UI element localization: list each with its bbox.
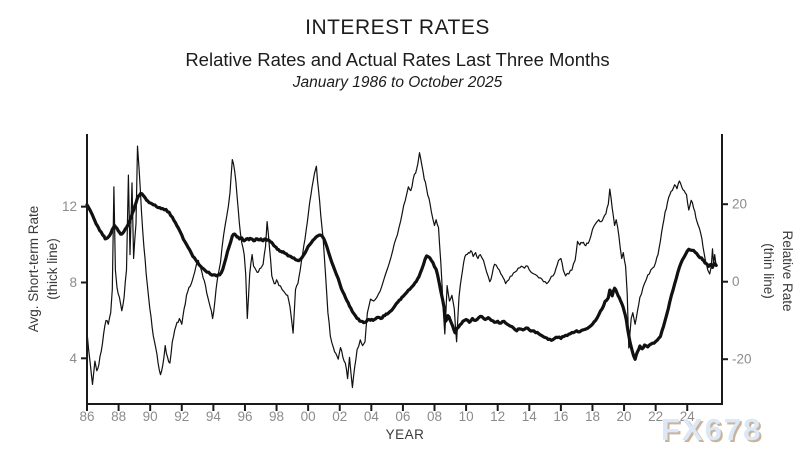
x-axis-title: YEAR [385, 427, 425, 442]
x-tick-label: 10 [459, 409, 474, 424]
x-tick-label: 14 [522, 409, 538, 424]
right-tick-label: 0 [732, 274, 740, 289]
x-tick-label: 24 [680, 409, 696, 424]
x-tick-label: 06 [395, 409, 410, 424]
x-tick-label: 96 [237, 409, 252, 424]
x-tick-label: 00 [301, 409, 316, 424]
watermark-fx678: FX678 [661, 412, 763, 447]
left-tick-label: 4 [69, 351, 77, 366]
x-tick-label: 08 [427, 409, 442, 424]
x-tick-label: 90 [143, 409, 158, 424]
x-tick-label: 02 [332, 409, 347, 424]
series-thin-line [86, 145, 717, 389]
right-tick-label: 20 [732, 197, 747, 212]
right-tick-label: -20 [732, 352, 752, 367]
chart-subtitle: Relative Rates and Actual Rates Last Thr… [185, 49, 610, 70]
x-tick-label: 86 [79, 409, 94, 424]
title-block: INTEREST RATES Relative Rates and Actual… [0, 0, 795, 92]
left-tick-label: 12 [62, 199, 77, 214]
x-tick-label: 12 [490, 409, 505, 424]
x-tick-label: 22 [648, 409, 663, 424]
chart-title: INTEREST RATES [305, 16, 490, 39]
x-tick-label: 16 [553, 409, 568, 424]
x-tick-label: 18 [585, 409, 600, 424]
series-thick-line [85, 191, 718, 361]
x-tick-label: 20 [617, 409, 632, 424]
left-tick-label: 8 [69, 275, 77, 290]
x-tick-label: 94 [206, 409, 222, 424]
x-tick-label: 88 [111, 409, 126, 424]
x-tick-label: 04 [364, 409, 380, 424]
chart-date-range: January 1986 to October 2025 [292, 74, 503, 91]
x-tick-label: 92 [174, 409, 189, 424]
x-tick-label: 98 [269, 409, 284, 424]
